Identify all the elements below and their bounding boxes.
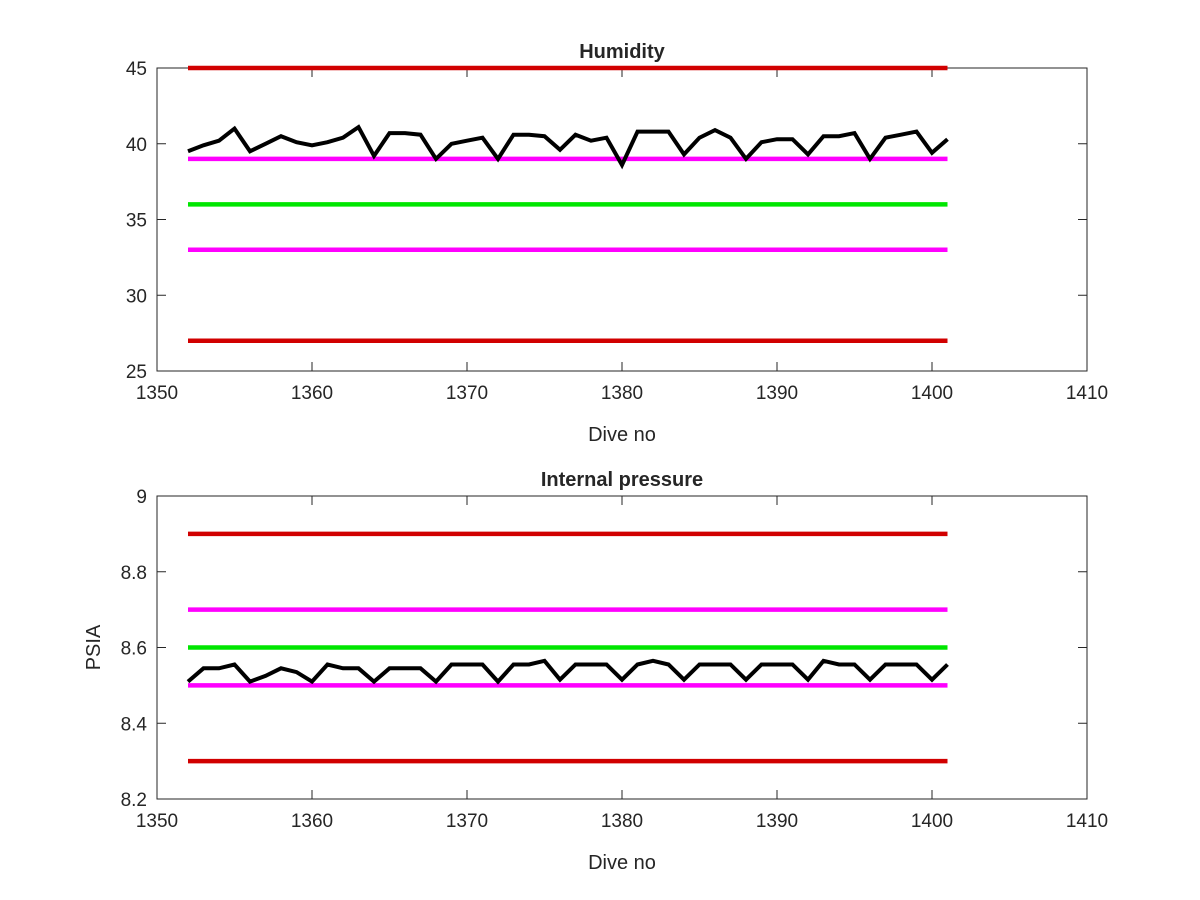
x-tick-label: 1380 [601, 811, 643, 832]
y-tick-label: 25 [126, 362, 147, 383]
x-tick-label: 1380 [601, 383, 643, 404]
y-tick-label: 8.2 [121, 790, 147, 811]
x-tick-label: 1350 [136, 811, 178, 832]
x-tick-label: 1400 [911, 383, 953, 404]
humidity-plot: 1350 1360 1370 1380 1390 1400 1410 25 30 35 40 45 Hu… [126, 41, 1108, 446]
y-tick-label: 45 [126, 59, 147, 80]
data-series-line [187, 124, 949, 170]
x-axis-label: Dive no [588, 852, 656, 874]
y-tick-label: 30 [126, 286, 147, 307]
y-tick-label: 8.6 [121, 639, 147, 660]
y-tick-label: 9 [136, 487, 147, 508]
x-tick-label: 1410 [1066, 383, 1108, 404]
x-tick-label: 1390 [756, 383, 798, 404]
y-tick-label: 8.8 [121, 563, 147, 584]
plot-title: Internal pressure [541, 469, 703, 491]
x-tick-label: 1360 [291, 811, 333, 832]
x-tick-label: 1390 [756, 811, 798, 832]
x-tick-label: 1350 [136, 383, 178, 404]
x-tick-label: 1360 [291, 383, 333, 404]
x-tick-label: 1410 [1066, 811, 1108, 832]
y-tick-label: 35 [126, 211, 147, 232]
y-tick-label: 40 [126, 135, 147, 156]
x-axis-label: Dive no [588, 424, 656, 446]
x-tick-label: 1370 [446, 811, 488, 832]
x-tick-label: 1370 [446, 383, 488, 404]
y-axis-label: PSIA [83, 624, 105, 670]
data-series-line [186, 658, 949, 685]
internal-pressure-plot: 1350 1360 1370 1380 1390 1400 1410 8.2 8.4 8.6 8.8… [83, 469, 1108, 874]
y-tick-label: 8.4 [121, 714, 148, 735]
x-tick-label: 1400 [911, 811, 953, 832]
plot-title: Humidity [579, 41, 665, 63]
